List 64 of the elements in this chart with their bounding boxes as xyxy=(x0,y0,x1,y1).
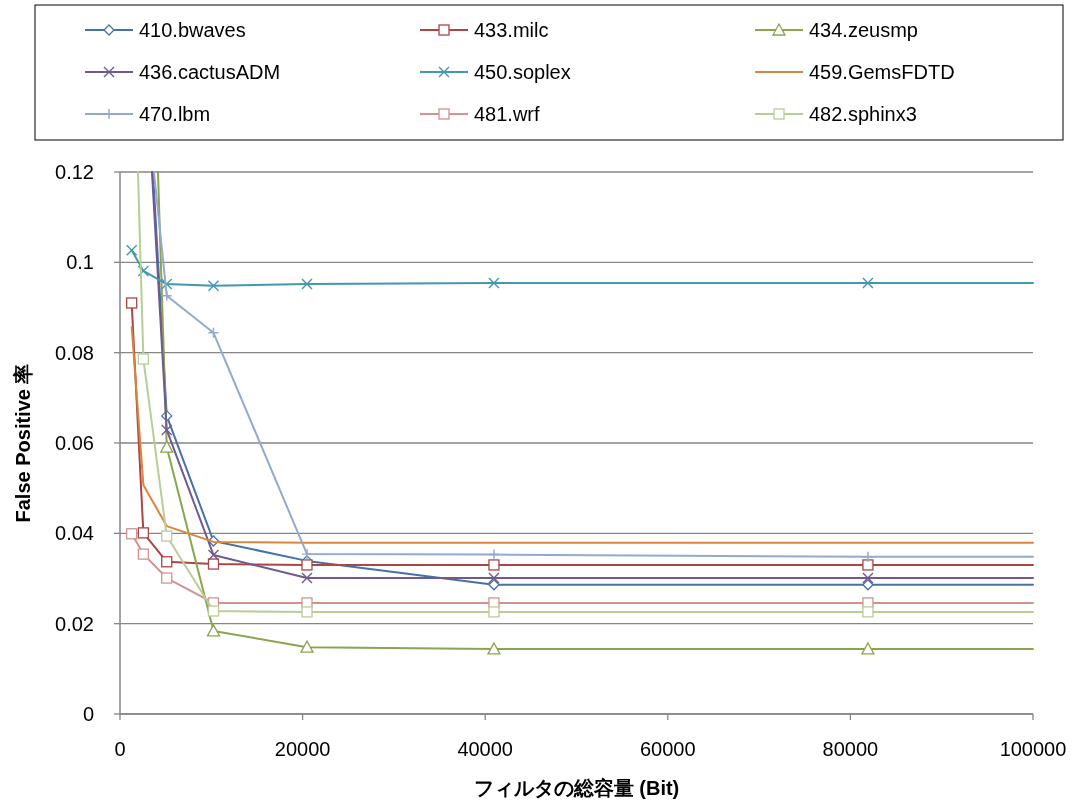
y-tick-label: 0 xyxy=(82,703,94,725)
point xyxy=(301,572,313,584)
point xyxy=(161,572,173,584)
x-tick-label: 40000 xyxy=(457,738,514,760)
point xyxy=(301,606,313,618)
point xyxy=(161,424,173,436)
legend-label: 434.zeusmp xyxy=(809,19,918,41)
point xyxy=(207,558,220,570)
point xyxy=(862,277,874,289)
y-tick-label: 0.06 xyxy=(55,432,94,454)
point xyxy=(161,278,173,290)
y-axis-title: False Positive 率 xyxy=(12,363,34,523)
point xyxy=(137,353,150,365)
point xyxy=(862,606,874,618)
legend-label: 436.cactusADM xyxy=(139,61,281,83)
point xyxy=(207,605,220,617)
point xyxy=(300,640,314,653)
legend-label: 433.milc xyxy=(474,19,549,41)
point xyxy=(861,642,875,655)
point xyxy=(207,327,220,339)
point xyxy=(862,559,874,571)
x-tick-label: 100000 xyxy=(999,738,1067,760)
point xyxy=(137,527,150,539)
point xyxy=(862,572,874,584)
x-tick-label: 20000 xyxy=(274,738,331,760)
y-tick-label: 0.08 xyxy=(55,341,94,364)
point xyxy=(488,606,500,618)
point xyxy=(488,559,500,571)
point xyxy=(137,265,150,277)
y-tick-label: 0.02 xyxy=(55,612,94,635)
legend-label: 481.wrf xyxy=(474,103,541,125)
point xyxy=(160,440,174,453)
point xyxy=(206,624,221,637)
point xyxy=(488,277,500,289)
point xyxy=(126,528,138,540)
legend-label: 450.soplex xyxy=(474,61,571,83)
point xyxy=(161,556,173,568)
y-tick-label: 0.1 xyxy=(66,251,94,274)
point xyxy=(488,572,500,584)
point xyxy=(301,278,313,290)
point xyxy=(161,290,173,302)
point xyxy=(137,548,150,560)
x-tick-label: 60000 xyxy=(639,738,696,760)
point xyxy=(301,548,313,560)
legend-label: 482.sphinx3 xyxy=(809,103,917,125)
point xyxy=(207,549,220,561)
legend-label: 410.bwaves xyxy=(139,19,246,41)
x-tick-label: 80000 xyxy=(822,738,879,760)
y-tick-label: 0.12 xyxy=(55,161,94,183)
point xyxy=(207,280,220,292)
x-axis-title: フィルタの総容量 (Bit) xyxy=(473,777,680,799)
point xyxy=(862,579,874,591)
point xyxy=(488,579,500,591)
point xyxy=(488,548,500,561)
x-tick-label: 0 xyxy=(114,738,126,760)
point xyxy=(161,530,173,542)
point xyxy=(487,642,501,655)
y-tick-label: 0.04 xyxy=(55,522,94,545)
point xyxy=(125,244,138,256)
point xyxy=(126,297,138,309)
point xyxy=(862,551,874,563)
legend-label: 470.lbm xyxy=(139,103,211,125)
point xyxy=(301,559,313,571)
legend-label: 459.GemsFDTD xyxy=(809,61,955,83)
